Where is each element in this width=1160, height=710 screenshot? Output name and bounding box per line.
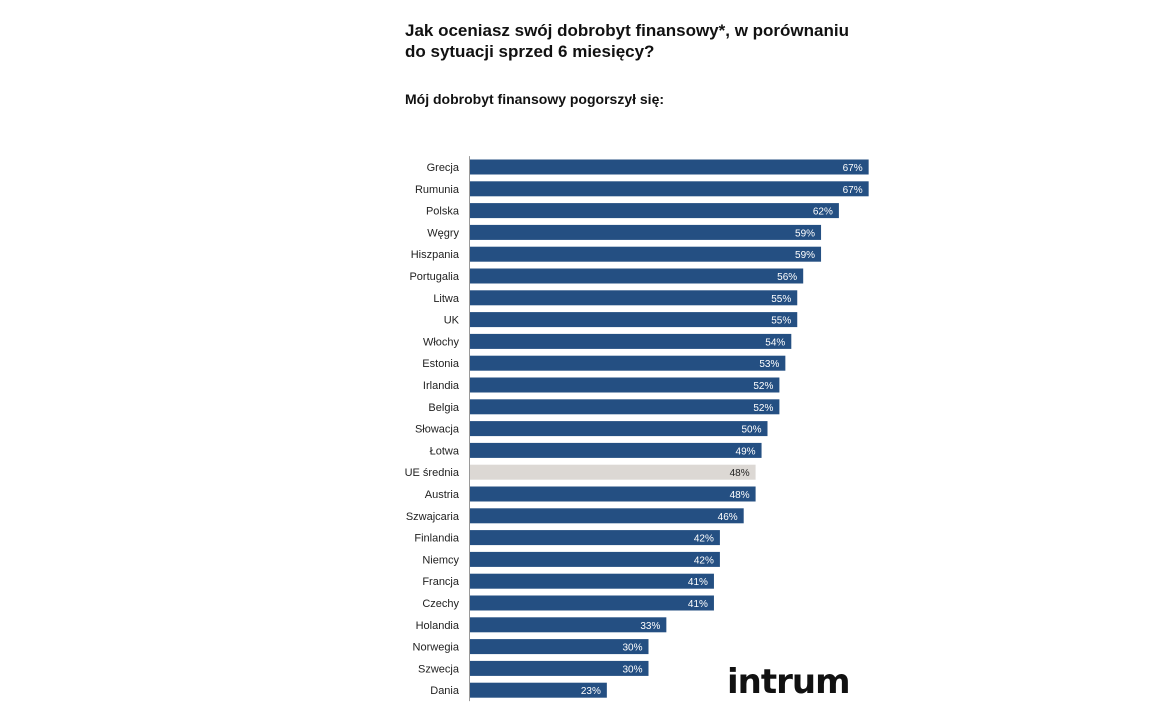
chart-subtitle: Mój dobrobyt finansowy pogorszył się: (405, 91, 665, 107)
value-label: 55% (771, 294, 791, 305)
bar (470, 203, 839, 219)
bar (470, 508, 744, 524)
category-label: Austria (425, 489, 460, 501)
value-label: 42% (694, 534, 714, 545)
value-label: 50% (741, 425, 761, 436)
category-label: Węgry (427, 227, 459, 239)
category-label: Portugalia (409, 271, 459, 283)
value-label: 33% (640, 621, 660, 632)
value-label: 59% (795, 250, 815, 261)
bar (470, 333, 792, 349)
value-label: 30% (622, 643, 642, 654)
category-label: Hiszpania (411, 249, 460, 261)
category-label: Belgia (428, 402, 459, 414)
value-label: 52% (753, 381, 773, 392)
value-label: 52% (753, 403, 773, 414)
category-label: UK (444, 315, 460, 327)
bar (470, 639, 649, 655)
value-label: 42% (694, 555, 714, 566)
bar (470, 268, 804, 284)
category-label: Dania (430, 685, 460, 697)
bar (470, 159, 869, 175)
value-label: 54% (765, 337, 785, 348)
value-label: 67% (843, 185, 863, 196)
value-label: 53% (759, 359, 779, 370)
category-label: Holandia (416, 620, 460, 632)
value-label: 59% (795, 228, 815, 239)
chart-title: Jak oceniasz swój dobrobyt finansowy*, w… (405, 21, 849, 61)
category-label: Czechy (422, 598, 459, 610)
value-label: 30% (622, 664, 642, 675)
value-label: 67% (843, 163, 863, 174)
bar (470, 355, 786, 371)
bar (470, 595, 714, 611)
bar (470, 617, 667, 633)
bar (470, 660, 649, 676)
value-label: 41% (688, 577, 708, 588)
bar (470, 181, 869, 197)
value-label: 62% (813, 207, 833, 218)
value-label: 56% (777, 272, 797, 283)
bar (470, 442, 762, 458)
bar (470, 551, 720, 567)
bar (470, 290, 798, 306)
bar (470, 246, 822, 262)
category-label: Szwecja (418, 663, 460, 675)
bar (470, 224, 822, 240)
category-label: Norwegia (413, 642, 460, 654)
category-label: Polska (426, 206, 460, 218)
category-label: Francja (422, 576, 460, 588)
value-label: 48% (730, 490, 750, 501)
category-label: Estonia (422, 358, 460, 370)
bar (470, 682, 607, 698)
bar-average (470, 464, 756, 480)
category-label: Niemcy (422, 554, 459, 566)
bar (470, 377, 780, 393)
value-label: 23% (581, 686, 601, 697)
category-label: Szwajcaria (406, 511, 460, 523)
bar (470, 399, 780, 415)
category-label: Grecja (427, 162, 460, 174)
category-label: Słowacja (415, 424, 460, 436)
value-label: 49% (736, 446, 756, 457)
value-label: 41% (688, 599, 708, 610)
bar (470, 486, 756, 502)
intrum-logo: intrum (727, 662, 851, 702)
category-label: UE średnia (405, 467, 460, 479)
category-label: Włochy (423, 336, 460, 348)
category-label: Litwa (433, 293, 460, 305)
value-label: 46% (718, 512, 738, 523)
category-label: Rumunia (415, 184, 460, 196)
bar (470, 421, 768, 437)
bar (470, 312, 798, 328)
value-label: 55% (771, 316, 791, 327)
category-label: Łotwa (430, 445, 460, 457)
value-label: 48% (730, 468, 750, 479)
category-label: Finlandia (414, 533, 460, 545)
bar (470, 530, 720, 546)
bar (470, 573, 714, 589)
category-label: Irlandia (423, 380, 460, 392)
